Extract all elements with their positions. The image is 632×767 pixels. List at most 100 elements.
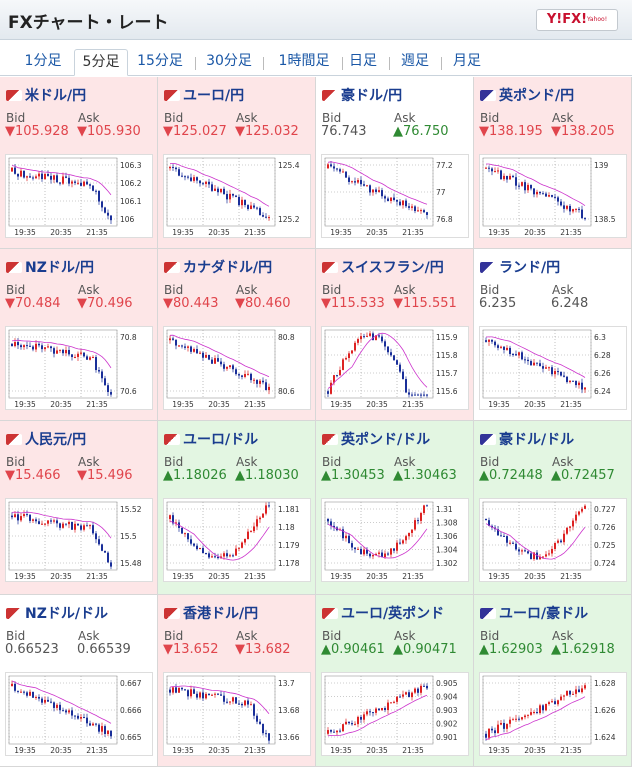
pair-title[interactable]: スイスフラン/円 [322, 257, 444, 277]
mini-candlestick-chart[interactable]: 0.727 0.726 0.725 0.724 19:35 20:35 21:35 [479, 498, 627, 582]
candle-body [533, 552, 535, 560]
pair-title[interactable]: 豪ドル/ドル [480, 429, 574, 449]
mini-candlestick-chart[interactable]: 77.2 77 76.8 19:35 20:35 21:35 [321, 154, 469, 238]
tab-2[interactable]: 5分足 [74, 49, 128, 76]
candle-body [202, 183, 204, 185]
tab-4[interactable]: 30分足 [206, 53, 252, 69]
candle-body [59, 704, 61, 711]
pair-name[interactable]: ランド/円 [499, 260, 561, 276]
pair-title[interactable]: ユーロ/ドル [164, 429, 258, 449]
candle-body [232, 555, 234, 557]
pair-title[interactable]: ユーロ/英ポンド [322, 603, 444, 623]
pair-card[interactable]: 英ポンド/円 Bid Ask ▼138.195 ▼138.205 139 138.5 19:3… [474, 77, 632, 249]
pair-name[interactable]: 人民元/円 [25, 432, 87, 448]
mini-candlestick-chart[interactable]: 6.3 6.28 6.26 6.24 19:35 20:35 21:35 [479, 326, 627, 410]
pair-title[interactable]: カナダドル/円 [164, 257, 272, 277]
pair-title[interactable]: 香港ドル/円 [164, 603, 258, 623]
pair-card[interactable]: ユーロ/豪ドル Bid Ask ▲1.62903 ▲1.62918 1.628 1.626 1… [474, 595, 632, 767]
candle-body [581, 508, 583, 512]
tab-1[interactable]: 1分足 [24, 53, 62, 69]
pair-title[interactable]: 英ポンド/ドル [322, 429, 430, 449]
mini-candlestick-chart[interactable]: 0.905 0.904 0.903 0.902 0.901 19:35 20:35 21:35 [321, 672, 469, 756]
tab-3[interactable]: 15分足 [137, 53, 183, 69]
candle-body [32, 691, 34, 698]
pair-name[interactable]: カナダドル/円 [183, 260, 273, 276]
pair-name[interactable]: ユーロ/ドル [183, 432, 259, 448]
pair-name[interactable]: NZドル/円 [25, 260, 94, 276]
pair-title[interactable]: ランド/円 [480, 257, 560, 277]
mini-candlestick-chart[interactable]: 1.628 1.626 1.624 19:35 20:35 21:35 [479, 672, 627, 756]
pair-card[interactable]: ユーロ/英ポンド Bid Ask ▲0.90461 ▲0.90471 0.905 0.904… [316, 595, 474, 767]
bid-value: ▼13.652 [163, 642, 219, 657]
mini-candlestick-chart[interactable]: 0.667 0.666 0.665 19:35 20:35 21:35 [5, 672, 153, 756]
mini-candlestick-chart[interactable]: 115.9 115.8 115.7 115.6 19:35 20:35 21:35 [321, 326, 469, 410]
pair-card[interactable]: 英ポンド/ドル Bid Ask ▲1.30453 ▲1.30463 1.31 1.308 1.… [316, 421, 474, 595]
mini-candlestick-chart[interactable]: 125.4 125.2 19:35 20:35 21:35 [163, 154, 311, 238]
pair-card[interactable]: カナダドル/円 Bid Ask ▼80.443 ▼80.460 80.8 80.6 19:35… [158, 249, 316, 421]
mini-candlestick-chart[interactable]: 1.181 1.18 1.179 1.178 19:35 20:35 21:35 [163, 498, 311, 582]
tab-6[interactable]: 日足 [349, 53, 377, 69]
pair-name[interactable]: 米ドル/円 [25, 88, 87, 104]
pair-card[interactable]: ユーロ/円 Bid Ask ▼125.027 ▼125.032 125.4 125.2 19:… [158, 77, 316, 249]
pair-name[interactable]: スイスフラン/円 [341, 260, 444, 276]
pair-card[interactable]: NZドル/ドル Bid Ask 0.66523 0.66539 0.667 0.666 0.6… [0, 595, 158, 767]
pair-card[interactable]: 人民元/円 Bid Ask ▼15.466 ▼15.496 15.52 15.5 15.48 1… [0, 421, 158, 595]
mini-candlestick-chart[interactable]: 1.31 1.308 1.306 1.304 1.302 19:35 20:35 21:35 [321, 498, 469, 582]
candle-body [581, 688, 583, 693]
pair-title[interactable]: ユーロ/豪ドル [480, 603, 588, 623]
pair-name[interactable]: 豪ドル/ドル [499, 432, 575, 448]
pair-title[interactable]: ユーロ/円 [164, 85, 244, 105]
pair-name[interactable]: 豪ドル/円 [341, 88, 403, 104]
pair-name[interactable]: ユーロ/英ポンド [341, 606, 445, 622]
pair-title[interactable]: 人民元/円 [6, 429, 86, 449]
pair-card[interactable]: スイスフラン/円 Bid Ask ▼115.533 ▼115.551 115.9 115.8… [316, 249, 474, 421]
candle-body [14, 683, 16, 691]
candle-body [575, 689, 577, 694]
pair-title[interactable]: NZドル/円 [6, 257, 94, 277]
pair-title[interactable]: NZドル/ドル [6, 603, 108, 623]
candle-body [414, 394, 416, 396]
pair-name[interactable]: NZドル/ドル [25, 606, 108, 622]
chart-svg: 80.8 80.6 19:35 20:35 21:35 [166, 329, 295, 409]
mini-candlestick-chart[interactable]: 106.3 106.2 106.1 106 19:35 20:35 21:35 [5, 154, 153, 238]
pair-title[interactable]: 豪ドル/円 [322, 85, 402, 105]
pair-name[interactable]: 英ポンド/ドル [341, 432, 431, 448]
pair-card[interactable]: 豪ドル/円 Bid Ask 76.743 ▲76.750 77.2 77 76.8 19:35 2… [316, 77, 474, 249]
candle-body [208, 181, 210, 185]
mini-candlestick-chart[interactable]: 70.8 70.6 19:35 20:35 21:35 [5, 326, 153, 410]
candle-body [545, 367, 547, 369]
candle-body [232, 193, 234, 196]
pair-card[interactable]: NZドル/円 Bid Ask ▼70.484 ▼70.496 70.8 70.6 19:35 2… [0, 249, 158, 421]
pair-card[interactable]: ランド/円 Bid Ask 6.235 6.248 6.3 6.28 6.26 6.24 19:3… [474, 249, 632, 421]
pair-title[interactable]: 米ドル/円 [6, 85, 86, 105]
candle-body [175, 167, 177, 170]
mini-candlestick-chart[interactable]: 13.7 13.68 13.66 19:35 20:35 21:35 [163, 672, 311, 756]
candle-body [217, 188, 219, 193]
pair-card[interactable]: 豪ドル/ドル Bid Ask ▲0.72448 ▲0.72457 0.727 0.726 0.… [474, 421, 632, 595]
mini-candlestick-chart[interactable]: 15.52 15.5 15.48 19:35 20:35 21:35 [5, 498, 153, 582]
chart-svg: 70.8 70.6 19:35 20:35 21:35 [8, 329, 137, 409]
pair-card[interactable]: 香港ドル/円 Bid Ask ▼13.652 ▼13.682 13.7 13.68 13.66… [158, 595, 316, 767]
yjfx-logo[interactable]: Y!FX!Yahoo! [536, 9, 618, 31]
candle-body [488, 728, 490, 738]
pair-name[interactable]: ユーロ/円 [183, 88, 245, 104]
x-tick-label: 19:35 [172, 228, 194, 237]
tab-7[interactable]: 週足 [401, 53, 429, 69]
candle-body [262, 513, 264, 518]
plot-frame [482, 329, 592, 399]
pair-card[interactable]: ユーロ/ドル Bid Ask ▲1.18026 ▲1.18030 1.181 1.18 1.1… [158, 421, 316, 595]
pair-name[interactable]: 香港ドル/円 [183, 606, 259, 622]
candle-body [539, 705, 541, 714]
mini-candlestick-chart[interactable]: 139 138.5 19:35 20:35 21:35 [479, 154, 627, 238]
pair-title[interactable]: 英ポンド/円 [480, 85, 574, 105]
pair-name[interactable]: 英ポンド/円 [499, 88, 575, 104]
tab-5[interactable]: 1時間足 [278, 53, 330, 69]
pair-name[interactable]: ユーロ/豪ドル [499, 606, 589, 622]
y-tick-label: 125.4 [278, 161, 300, 170]
mini-candlestick-chart[interactable]: 80.8 80.6 19:35 20:35 21:35 [163, 326, 311, 410]
ask-label: Ask [236, 111, 258, 125]
pair-card[interactable]: 米ドル/円 Bid Ask ▼105.928 ▼105.930 106.3 106.2 106… [0, 77, 158, 249]
candle-body [494, 730, 496, 734]
tab-8[interactable]: 月足 [453, 53, 481, 69]
candle-body [426, 212, 428, 215]
